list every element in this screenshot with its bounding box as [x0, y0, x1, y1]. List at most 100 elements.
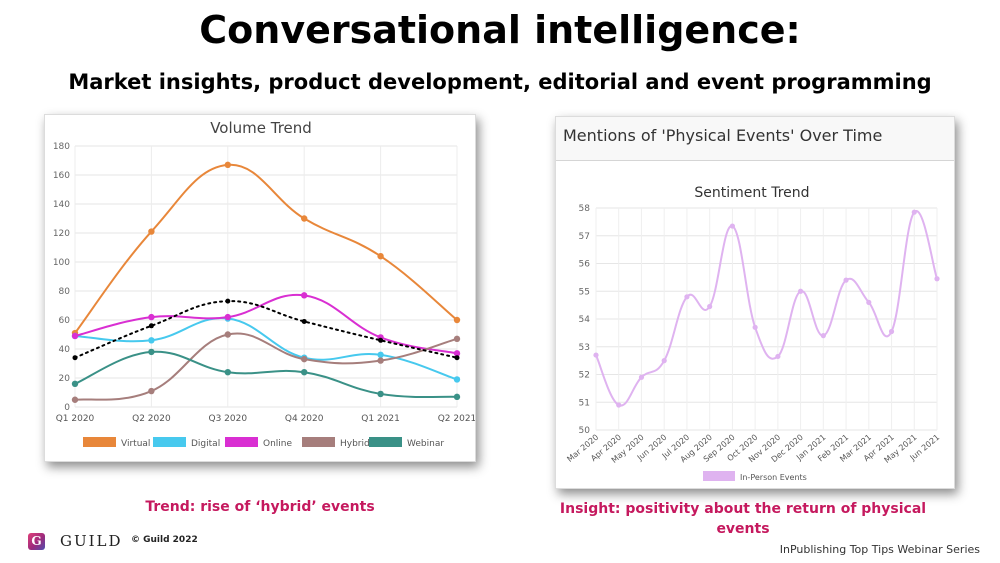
series-line-in-person-events: [595, 210, 938, 407]
data-point-in-person-events: [888, 328, 895, 335]
data-point-in-person-events: [820, 333, 826, 339]
y-tick-label: 55: [579, 287, 590, 297]
trendline-point: [72, 355, 78, 361]
trendline-point: [301, 318, 307, 324]
data-point-hybrid: [224, 331, 231, 338]
y-tick-label: 53: [579, 343, 590, 353]
data-point-in-person-events: [661, 358, 667, 364]
legend-label-webinar: Webinar: [407, 439, 444, 449]
data-point-in-person-events: [775, 353, 781, 360]
data-point-virtual: [148, 228, 155, 235]
y-tick-label: 120: [53, 229, 70, 239]
data-point-hybrid: [453, 335, 461, 343]
data-point-virtual: [301, 215, 308, 222]
data-point-hybrid: [377, 357, 384, 364]
x-tick-label: Q1 2021: [361, 414, 400, 424]
data-point-webinar: [453, 393, 461, 401]
data-point-in-person-events: [638, 374, 645, 380]
data-point-hybrid: [71, 396, 79, 403]
legend-swatch-hybrid: [302, 437, 335, 447]
data-point-in-person-events: [752, 324, 758, 330]
y-tick-label: 58: [579, 204, 591, 214]
series-line-online: [74, 293, 458, 355]
slide-subtitle: Market insights, product development, ed…: [68, 70, 932, 94]
insight-caption: Insight: positivity about the return of …: [559, 501, 927, 537]
trendline-point: [148, 323, 154, 329]
y-tick-label: 57: [579, 232, 590, 242]
chart-title: Volume Trend: [210, 119, 312, 137]
data-point-in-person-events: [684, 294, 690, 300]
y-tick-label: 180: [53, 142, 70, 152]
series-line-hybrid: [74, 332, 458, 401]
data-point-in-person-events: [866, 299, 872, 305]
data-point-in-person-events: [843, 277, 849, 283]
x-tick-label: Q3 2020: [209, 414, 248, 424]
data-point-webinar: [377, 390, 384, 398]
panel-header: Mentions of 'Physical Events' Over Time: [556, 117, 954, 161]
x-tick-label: Q2 2020: [132, 414, 171, 424]
slide-title: Conversational intelligence:: [199, 8, 801, 52]
data-point-in-person-events: [798, 288, 804, 294]
legend-swatch-virtual: [83, 437, 116, 447]
data-point-in-person-events: [707, 303, 713, 310]
data-point-virtual: [453, 316, 461, 324]
data-point-in-person-events: [911, 209, 917, 215]
y-tick-label: 80: [59, 287, 71, 297]
y-tick-label: 0: [64, 403, 70, 413]
trendline-point: [378, 337, 384, 343]
volume-trend-chart: Volume Trend 0 20 40 60 80 100 120 140 160 180 Q1 2…: [53, 119, 476, 449]
data-point-hybrid: [301, 355, 308, 363]
trendline-point: [454, 355, 460, 361]
y-tick-label: 100: [53, 258, 70, 268]
data-point-digital: [377, 351, 384, 358]
sentiment-panel: Mentions of 'Physical Events' Over Time …: [555, 116, 955, 489]
data-point-online: [71, 332, 79, 340]
series-line-webinar: [74, 350, 458, 399]
data-point-online: [301, 292, 308, 299]
data-point-virtual: [377, 253, 384, 260]
y-tick-label: 40: [59, 345, 71, 355]
y-tick-label: 52: [579, 371, 590, 381]
data-point-hybrid: [148, 387, 155, 395]
webinar-series-label: InPublishing Top Tips Webinar Series: [779, 543, 980, 556]
data-point-webinar: [301, 369, 308, 376]
trendline-point: [225, 298, 231, 304]
data-point-webinar: [148, 348, 155, 356]
y-tick-label: 140: [53, 200, 70, 210]
data-point-online: [224, 313, 231, 321]
legend-label-in-person-events: In-Person Events: [740, 473, 807, 482]
legend-swatch-digital: [153, 437, 186, 447]
data-point-digital: [453, 376, 461, 383]
legend-label-hybrid: Hybrid: [340, 439, 370, 449]
data-point-in-person-events: [729, 223, 735, 229]
legend-label-online: Online: [263, 439, 292, 449]
y-tick-label: 60: [59, 316, 71, 326]
y-tick-label: 50: [579, 426, 591, 436]
legend-label-virtual: Virtual: [121, 439, 150, 449]
y-tick-label: 20: [59, 374, 71, 384]
data-point-in-person-events: [934, 276, 940, 282]
y-tick-label: 56: [579, 260, 591, 270]
data-point-online: [148, 313, 155, 321]
data-point-in-person-events: [616, 402, 622, 408]
data-point-virtual: [224, 161, 231, 169]
x-tick-label: Q1 2020: [56, 414, 95, 424]
series-line-virtual: [74, 163, 458, 334]
data-point-online: [453, 350, 461, 357]
x-tick-label: Q4 2020: [285, 414, 324, 424]
data-point-webinar: [224, 369, 231, 376]
legend-swatch-webinar: [369, 437, 402, 447]
trend-caption: Trend: rise of ‘hybrid’ events: [145, 499, 375, 515]
chart-title: Sentiment Trend: [694, 185, 809, 201]
copyright-text: © Guild 2022: [131, 535, 198, 545]
y-tick-label: 54: [579, 315, 591, 325]
panel-header-title: Mentions of 'Physical Events' Over Time: [563, 126, 883, 145]
x-tick-label: Q2 2021: [438, 414, 476, 424]
legend-label-digital: Digital: [191, 439, 220, 449]
guild-wordmark: GUILD: [60, 532, 123, 550]
y-tick-label: 51: [579, 398, 590, 408]
data-point-webinar: [71, 380, 79, 387]
data-point-in-person-events: [593, 352, 599, 358]
y-tick-label: 160: [53, 171, 70, 181]
legend-swatch-online: [225, 437, 258, 447]
